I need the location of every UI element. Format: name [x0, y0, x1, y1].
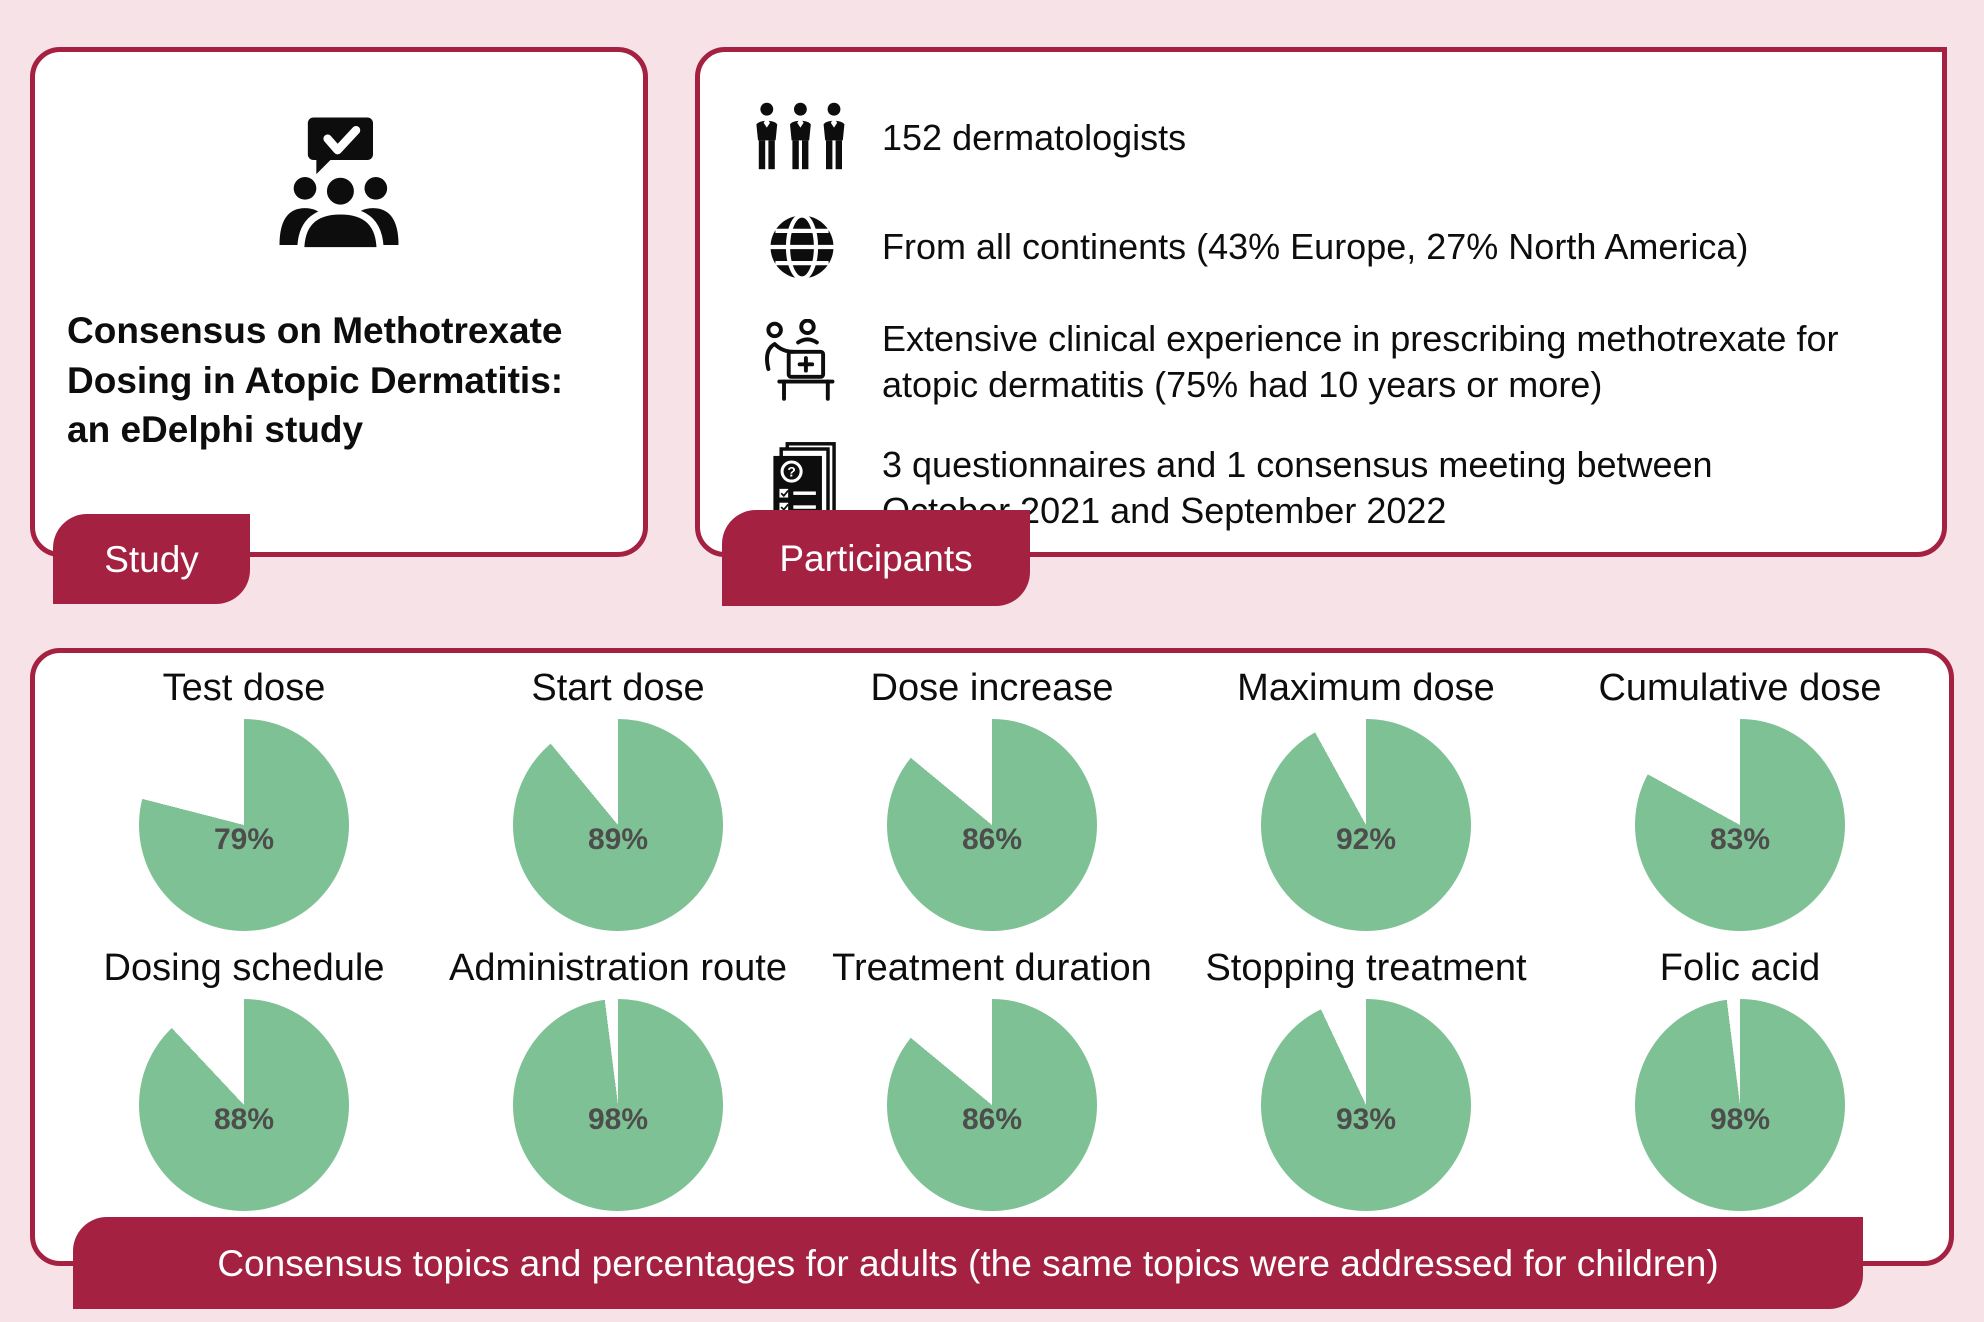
study-card: Consensus on Methotrexate Dosing in Atop… — [30, 47, 648, 604]
pie-value-administration-route: 98% — [587, 1102, 649, 1136]
pie-value-dose-increase: 86% — [961, 822, 1023, 856]
study-tab: Study — [53, 514, 250, 604]
pie-item-test-dose: Test dose 79% — [57, 661, 431, 931]
pie-chart-cumulative-dose: 83% — [1635, 719, 1845, 931]
pie-chart-stopping-treatment: 93% — [1261, 999, 1471, 1211]
svg-text:?: ? — [787, 464, 795, 480]
pie-item-treatment-duration: Treatment duration 86% — [805, 941, 1179, 1211]
pie-chart-administration-route: 98% — [513, 999, 723, 1211]
pie-item-dose-increase: Dose increase 86% — [805, 661, 1179, 931]
pie-title-cumulative-dose: Cumulative dose — [1598, 667, 1882, 709]
pie-chart-start-dose: 89% — [513, 719, 723, 931]
participants-tab: Participants — [722, 510, 1030, 606]
pie-title-folic-acid: Folic acid — [1659, 947, 1821, 989]
fact-dermatologists: 152 dermatologists — [750, 98, 1914, 178]
pie-item-folic-acid: Folic acid 98% — [1553, 941, 1927, 1211]
fact-experience: Extensive clinical experience in prescri… — [750, 316, 1914, 408]
consensus-banner-label: Consensus topics and percentages for adu… — [217, 1242, 1719, 1284]
consensus-banner: Consensus topics and percentages for adu… — [73, 1217, 1863, 1309]
consensus-results-card: Test dose 79% Start dose 89% Dose increa… — [30, 648, 1954, 1309]
dermatologists-icon — [750, 98, 854, 178]
fact-continents-text: From all continents (43% Europe, 27% Nor… — [882, 225, 1749, 267]
pie-item-start-dose: Start dose 89% — [431, 661, 805, 931]
fact-continents: From all continents (43% Europe, 27% Nor… — [750, 212, 1914, 282]
pie-title-dose-increase: Dose increase — [870, 667, 1114, 709]
fact-questionnaires-text: 3 questionnaires and 1 consensus meeting… — [882, 444, 1713, 532]
pie-item-maximum-dose: Maximum dose 92% — [1179, 661, 1553, 931]
pie-title-treatment-duration: Treatment duration — [832, 947, 1152, 989]
pie-title-start-dose: Start dose — [531, 667, 705, 709]
pie-chart-folic-acid: 98% — [1635, 999, 1845, 1211]
participants-tab-label: Participants — [779, 537, 973, 579]
people-consensus-icon — [249, 104, 429, 284]
globe-icon — [750, 212, 854, 282]
pie-chart-maximum-dose: 92% — [1261, 719, 1471, 931]
pie-item-dosing-schedule: Dosing schedule 88% — [57, 941, 431, 1211]
prescribing-icon — [750, 319, 854, 405]
pie-chart-test-dose: 79% — [139, 719, 349, 931]
pie-value-folic-acid: 98% — [1709, 1102, 1771, 1136]
pie-value-cumulative-dose: 83% — [1709, 822, 1771, 856]
pie-title-stopping-treatment: Stopping treatment — [1205, 947, 1527, 989]
study-tab-label: Study — [104, 538, 199, 580]
pie-item-administration-route: Administration route 98% — [431, 941, 805, 1211]
pie-chart-dose-increase: 86% — [887, 719, 1097, 931]
participants-card: 152 dermatologists From all continents — [695, 47, 1947, 606]
pie-value-test-dose: 79% — [213, 822, 275, 856]
pie-item-stopping-treatment: Stopping treatment 93% — [1179, 941, 1553, 1211]
pie-title-dosing-schedule: Dosing schedule — [103, 947, 385, 989]
pie-title-administration-route: Administration route — [449, 947, 787, 989]
study-title: Consensus on Methotrexate Dosing in Atop… — [67, 310, 564, 451]
pie-chart-dosing-schedule: 88% — [139, 999, 349, 1211]
pie-value-maximum-dose: 92% — [1335, 822, 1397, 856]
pie-title-maximum-dose: Maximum dose — [1237, 667, 1495, 709]
consensus-pie-grid: Test dose 79% Start dose 89% Dose increa… — [57, 661, 1927, 1211]
fact-experience-text: Extensive clinical experience in prescri… — [882, 318, 1839, 406]
fact-dermatologists-text: 152 dermatologists — [882, 116, 1187, 158]
pie-item-cumulative-dose: Cumulative dose 83% — [1553, 661, 1927, 931]
pie-value-stopping-treatment: 93% — [1335, 1102, 1397, 1136]
pie-value-start-dose: 89% — [587, 822, 649, 856]
pie-chart-treatment-duration: 86% — [887, 999, 1097, 1211]
pie-value-treatment-duration: 86% — [961, 1102, 1023, 1136]
participant-facts: 152 dermatologists From all continents — [700, 52, 1942, 534]
pie-value-dosing-schedule: 88% — [213, 1102, 275, 1136]
pie-title-test-dose: Test dose — [162, 667, 326, 709]
